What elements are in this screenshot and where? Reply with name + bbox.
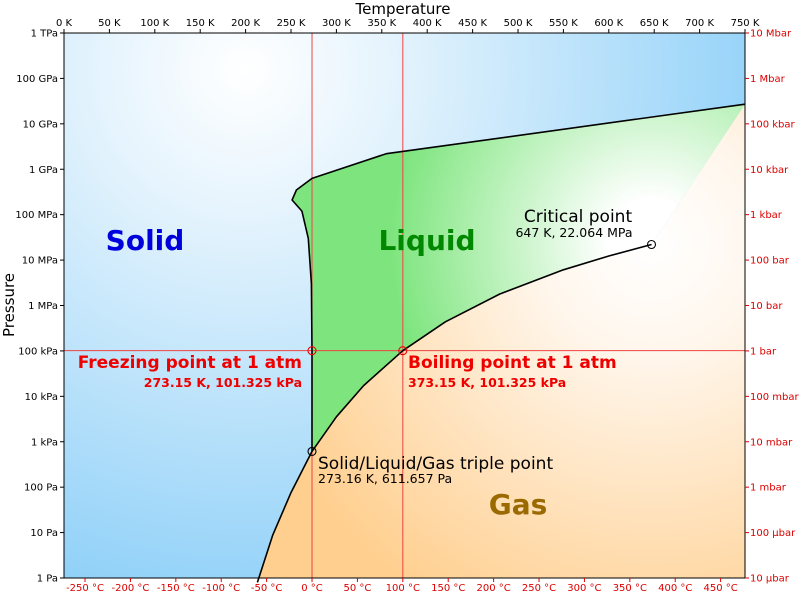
x-tick-label: 500 K [504, 18, 533, 29]
triple-point-marker [307, 446, 317, 456]
y-secondary-tick-label: 100 µbar [750, 528, 796, 539]
x-tick-label: 200 K [231, 18, 260, 29]
phase-boundaries [256, 103, 746, 583]
x-secondary-tick-label: -100 °C [202, 583, 240, 593]
y-tick-label: 100 GPa [16, 74, 58, 85]
y-tick-label: 1 kPa [31, 437, 58, 448]
y-tick-label: 10 MPa [22, 256, 58, 267]
x-tick-label: 550 K [549, 18, 578, 29]
x-secondary-tick-label: -200 °C [111, 583, 149, 593]
melting-curve [291, 103, 746, 452]
x-secondary-tick-label: 150 °C [431, 583, 465, 593]
y-secondary-tick-label: 1 bar [750, 346, 777, 357]
y-tick-label: 1 TPa [31, 29, 58, 40]
boiling-point-label: Boiling point at 1 atm [408, 353, 617, 373]
x-tick-label: 0 K [56, 18, 73, 29]
y-secondary-tick-label: 1 mbar [750, 483, 787, 494]
x-secondary-tick-label: 50 °C [343, 583, 371, 593]
phase-regions [64, 33, 745, 583]
critical-point-marker [646, 239, 657, 250]
liquid-region [292, 104, 745, 452]
x-secondary-tick-label: 200 °C [476, 583, 510, 593]
sublimation-curve [256, 451, 313, 583]
gas-label: Gas [489, 488, 548, 521]
y-tick-label: 10 kPa [25, 392, 58, 403]
x-tick-label: 350 K [367, 18, 396, 29]
y-secondary-tick-label: 10 µbar [750, 574, 790, 585]
vaporization-curve [311, 243, 652, 452]
x-secondary-tick-label: 0 °C [301, 583, 323, 593]
axes: 0 K 50 K 100 K 150 K 200 K 250 K 300 K 350 K 400… [15, 18, 799, 593]
x-secondary-tick-label: 350 °C [613, 583, 647, 593]
y-secondary-tick-label: 10 bar [750, 301, 783, 312]
gas-region [257, 104, 745, 583]
y-tick-label: 1 Pa [37, 574, 58, 585]
x-secondary-tick-label: 400 °C [658, 583, 692, 593]
x-tick-label: 150 K [186, 18, 215, 29]
y-secondary-tick-label: 1 Mbar [750, 74, 786, 85]
y-secondary-tick-label: 1 kbar [750, 210, 783, 221]
y-tick-label: 10 Pa [30, 528, 58, 539]
x-secondary-tick-label: -50 °C [251, 583, 283, 593]
boiling-point-marker [398, 346, 408, 356]
x-tick-label: 700 K [685, 18, 714, 29]
y-secondary-tick-label: 10 mbar [750, 437, 793, 448]
freezing-point-marker [307, 346, 317, 356]
x-tick-label: 250 K [277, 18, 306, 29]
x-secondary-tick-label: -150 °C [157, 583, 195, 593]
triple-point-values: 273.16 K, 611.657 Pa [318, 471, 452, 486]
x-axis-title: Temperature [354, 0, 450, 18]
x-tick-label: 50 K [98, 18, 121, 29]
y-secondary-tick-label: 100 mbar [750, 392, 799, 403]
freezing-point-label: Freezing point at 1 atm [78, 353, 302, 373]
x-secondary-tick-label: 100 °C [386, 583, 420, 593]
x-tick-label: 100 K [140, 18, 169, 29]
region-labels: Solid Liquid Gas [106, 224, 548, 521]
x-secondary-tick-label: -250 °C [66, 583, 104, 593]
y-tick-label: 1 MPa [28, 301, 58, 312]
y-secondary-tick-label: 10 Mbar [750, 29, 792, 40]
x-tick-label: 650 K [640, 18, 669, 29]
triple-point-label: Solid/Liquid/Gas triple point [318, 454, 553, 474]
y-tick-label: 100 kPa [18, 346, 58, 357]
y-secondary-tick-label: 100 bar [750, 256, 790, 267]
x-tick-label: 450 K [458, 18, 487, 29]
y-secondary-tick-label: 10 kbar [750, 165, 789, 176]
point-labels: Critical point 647 K, 22.064 MPa Freezin… [78, 207, 633, 486]
y-tick-label: 100 MPa [15, 210, 58, 221]
x-secondary-tick-label: 300 °C [567, 583, 601, 593]
x-tick-label: 400 K [413, 18, 442, 29]
key-points [307, 239, 657, 456]
critical-point-label: Critical point [524, 207, 633, 227]
y-tick-label: 100 Pa [24, 483, 58, 494]
y-axis-title: Pressure [0, 273, 18, 337]
x-tick-label: 600 K [594, 18, 623, 29]
y-secondary-tick-label: 100 kbar [750, 119, 796, 130]
liquid-label: Liquid [378, 224, 475, 257]
y-tick-label: 10 GPa [23, 119, 58, 130]
x-secondary-tick-label: 250 °C [522, 583, 556, 593]
y-tick-label: 1 GPa [29, 165, 58, 176]
x-secondary-tick-label: 450 °C [703, 583, 737, 593]
x-tick-label: 300 K [322, 18, 351, 29]
x-tick-label: 750 K [731, 18, 760, 29]
boiling-point-values: 373.15 K, 101.325 kPa [408, 375, 566, 390]
freezing-point-values: 273.15 K, 101.325 kPa [144, 375, 302, 390]
critical-point-values: 647 K, 22.064 MPa [515, 225, 632, 240]
solid-label: Solid [106, 224, 185, 257]
